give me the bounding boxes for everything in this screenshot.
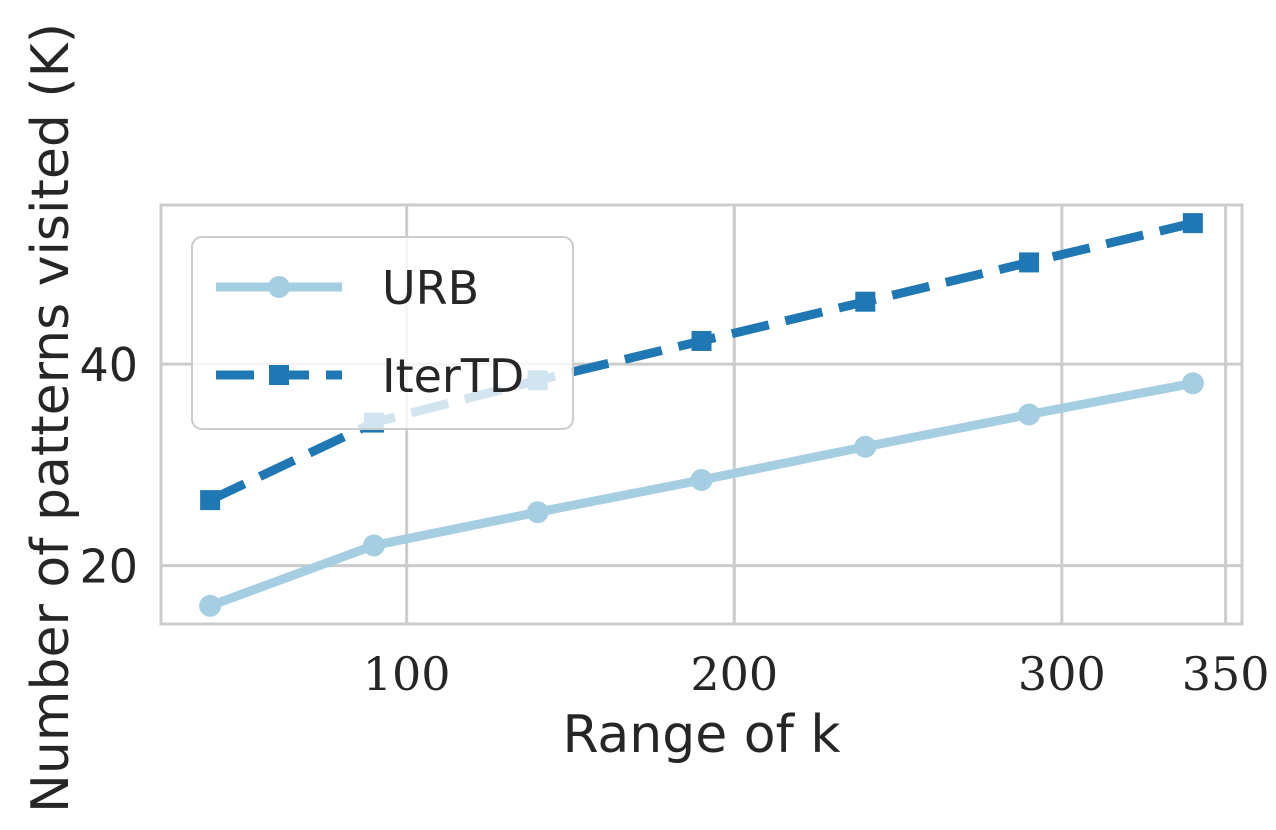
data-point — [1181, 372, 1204, 395]
data-point — [690, 468, 713, 491]
data-point — [855, 291, 876, 312]
legend-entry-urb: URB — [216, 261, 479, 315]
x-tick-label: 100 — [363, 647, 451, 701]
data-point — [200, 490, 221, 511]
y-tick-label: 40 — [79, 338, 138, 392]
x-tick-label: 350 — [1182, 647, 1270, 701]
x-tick-label: 200 — [690, 647, 778, 701]
data-point — [1019, 252, 1040, 273]
data-point — [1018, 403, 1041, 426]
legend-entry-itertd: IterTD — [216, 349, 524, 403]
series-urb — [199, 372, 1204, 617]
data-point — [854, 435, 877, 458]
y-tick-label: 20 — [79, 540, 138, 594]
legend: URB IterTD — [191, 236, 574, 430]
legend-label: URB — [382, 261, 479, 315]
x-axis-label: Range of k — [562, 705, 840, 765]
tick-labels: 100 200 300 350 20 40 — [79, 338, 1269, 701]
x-tick-label: 300 — [1018, 647, 1106, 701]
y-axis-label: Number of patterns visited (K) — [21, 23, 81, 813]
data-point — [199, 594, 222, 617]
data-point — [362, 534, 385, 557]
data-point — [1182, 213, 1203, 234]
plot-frame — [159, 203, 1244, 626]
legend-marker — [268, 276, 290, 298]
legend-marker — [269, 365, 289, 385]
data-point — [691, 330, 712, 351]
legend-label: IterTD — [382, 349, 524, 403]
data-point — [526, 501, 549, 524]
